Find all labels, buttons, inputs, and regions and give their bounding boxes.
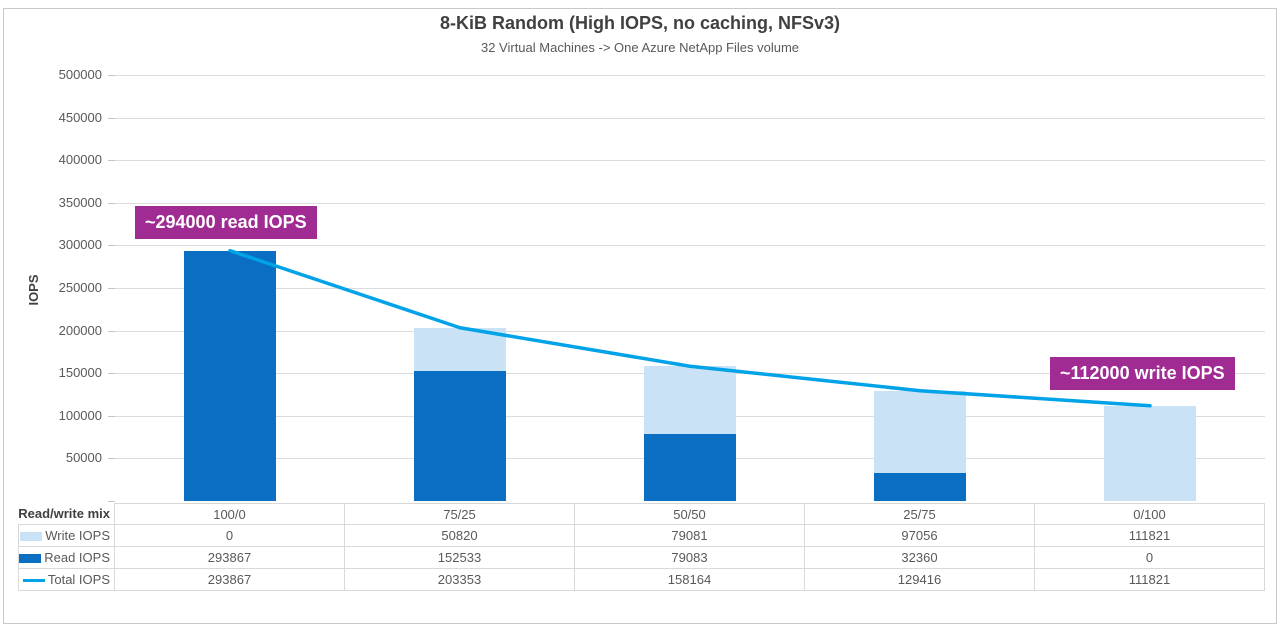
bar-write-iops: [414, 327, 506, 372]
bar-read-iops: [644, 433, 736, 501]
annotation-write-iops: ~112000 write IOPS: [1050, 357, 1235, 390]
bar-read-iops: [184, 250, 276, 501]
table-cell: 100/0: [115, 503, 345, 525]
table-cell: 75/25: [345, 503, 575, 525]
y-tick-mark: [108, 202, 115, 204]
y-tick-label: 400000: [58, 152, 102, 168]
plot-area: [115, 75, 1265, 501]
y-tick-mark: [108, 373, 115, 375]
table-cell: 111821: [1035, 569, 1265, 591]
total-iops-line: [228, 248, 1152, 408]
legend-label: Write IOPS: [45, 528, 110, 543]
table-cell: 152533: [345, 547, 575, 569]
gridline: [115, 160, 1265, 162]
table-cell: 293867: [115, 569, 345, 591]
table-cell: 158164: [575, 569, 805, 591]
y-tick-label: 200000: [58, 322, 102, 338]
chart-subtitle: 32 Virtual Machines -> One Azure NetApp …: [480, 40, 800, 55]
table-cell: 25/75: [805, 503, 1035, 525]
y-tick-mark: [108, 415, 115, 417]
bar-read-iops: [414, 371, 506, 501]
legend-label: Read/write mix: [18, 506, 110, 521]
annotation-read-iops: ~294000 read IOPS: [135, 206, 317, 239]
y-tick-label: 350000: [58, 194, 102, 210]
data-table: Read/write mix 100/0 75/25 50/50 25/75 0/100 W…: [18, 503, 1265, 591]
table-cell: 129416: [805, 569, 1035, 591]
legend-color-swatch: [19, 554, 42, 563]
y-tick-label: 100000: [58, 407, 102, 423]
legend-label: Total IOPS: [47, 572, 110, 587]
y-tick-mark: [108, 75, 115, 76]
y-tick-mark: [108, 160, 115, 162]
y-tick-label: 250000: [58, 280, 102, 295]
table-row-header: Read/write mix: [18, 503, 115, 525]
y-tick-mark: [108, 458, 115, 460]
legend-color-swatch: [20, 532, 43, 541]
bar-write-iops: [644, 366, 736, 434]
legend-line-swatch: [22, 579, 45, 582]
table-cell: 32360: [805, 547, 1035, 569]
table-cell: 50820: [345, 525, 575, 547]
y-tick-mark: [108, 501, 115, 502]
y-tick-mark: [108, 117, 115, 119]
table-cell: 293867: [115, 547, 345, 569]
y-tick-mark: [108, 288, 115, 289]
bar-write-iops: [1104, 405, 1196, 501]
table-cell: 79083: [575, 547, 805, 569]
table-cell: 0/100: [1035, 503, 1265, 525]
table-cell: 111821: [1035, 525, 1265, 547]
gridline: [115, 202, 1265, 204]
table-legend-cell: Read IOPS: [18, 547, 115, 569]
gridline: [115, 330, 1265, 332]
bar-write-iops: [874, 390, 966, 474]
chart-title: 8-KiB Random (High IOPS, no caching, NFS…: [439, 13, 841, 33]
gridline: [115, 117, 1265, 119]
y-tick-label: 450000: [58, 109, 102, 125]
y-tick-label: 150000: [58, 365, 102, 381]
gridline: [115, 288, 1265, 289]
legend-label: Read IOPS: [44, 550, 110, 565]
table-cell: 97056: [805, 525, 1035, 547]
y-tick-label: 300000: [58, 237, 102, 253]
table-cell: 79081: [575, 525, 805, 547]
y-tick-label: 500000: [58, 67, 102, 82]
y-tick-mark: [108, 330, 115, 332]
bar-read-iops: [874, 473, 966, 501]
table-legend-cell: Total IOPS: [18, 569, 115, 591]
table-cell: 203353: [345, 569, 575, 591]
y-tick-mark: [108, 245, 115, 247]
table-legend-cell: Write IOPS: [18, 525, 115, 547]
table-cell: 50/50: [575, 503, 805, 525]
table-cell: 0: [115, 525, 345, 547]
y-tick-label: 50000: [65, 450, 102, 466]
gridline: [115, 75, 1265, 76]
gridline: [115, 245, 1265, 247]
table-cell: 0: [1035, 547, 1265, 569]
